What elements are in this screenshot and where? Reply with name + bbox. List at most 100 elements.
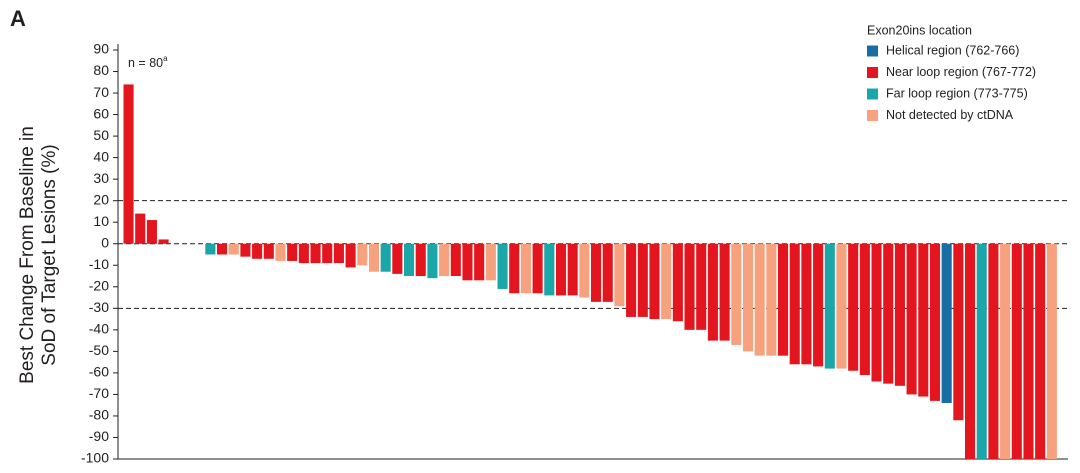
bar (848, 243, 859, 371)
bar (766, 243, 777, 356)
legend-swatch (867, 110, 878, 121)
bar (427, 243, 438, 279)
legend-label: Helical region (762-766) (886, 43, 1019, 57)
bar (123, 84, 134, 244)
y-tick-label: -40 (89, 321, 109, 337)
bar (532, 243, 543, 294)
y-axis-label: SoD of Target Lesions (%) (39, 144, 60, 365)
legend-swatch (867, 67, 878, 78)
y-tick-label: -70 (89, 385, 109, 401)
bar (322, 243, 333, 264)
bar (485, 243, 496, 281)
legend-title: Exon20ins location (867, 23, 972, 37)
bar (824, 243, 835, 369)
bar (158, 239, 169, 244)
bar (965, 243, 976, 459)
bar (883, 243, 894, 384)
bar (1035, 243, 1046, 459)
legend-swatch (867, 45, 878, 57)
bar (555, 243, 567, 296)
y-tick-label: 70 (93, 84, 109, 100)
bar (742, 243, 754, 352)
y-tick-label: -60 (89, 364, 109, 380)
y-tick-label: -90 (89, 428, 109, 444)
bar (789, 243, 800, 365)
bar (929, 243, 941, 401)
bar (637, 243, 648, 317)
y-tick-label: 80 (93, 62, 109, 78)
bar (859, 243, 870, 376)
bar (801, 243, 812, 365)
bar (894, 243, 905, 386)
legend-swatch (867, 88, 878, 100)
bar (614, 243, 625, 307)
bar (263, 243, 274, 259)
bar (497, 243, 508, 289)
bar (450, 243, 461, 277)
bar (871, 243, 882, 382)
bar (439, 243, 450, 277)
y-tick-label: 0 (101, 234, 109, 250)
bar (228, 243, 239, 255)
bar (1023, 243, 1034, 459)
annotation: n = 80a (128, 54, 168, 70)
bar (345, 243, 356, 268)
y-tick-label: 20 (93, 191, 109, 207)
bar (626, 243, 637, 317)
bar (298, 243, 309, 264)
y-tick-label: 40 (93, 148, 109, 164)
y-tick-label: -20 (89, 277, 109, 293)
bar (1000, 243, 1011, 459)
bar (906, 243, 917, 395)
bar (591, 243, 602, 302)
annotation-text: n = 80 (128, 56, 163, 70)
y-tick-label: 10 (93, 213, 109, 229)
bar (707, 243, 718, 341)
bar (287, 243, 298, 261)
bar (672, 243, 683, 322)
bar (976, 243, 987, 459)
bar (953, 243, 964, 421)
y-tick-label: 60 (93, 105, 109, 121)
bar (719, 243, 730, 341)
y-tick-label: 50 (93, 127, 109, 143)
bar (836, 243, 847, 369)
annotation-superscript: a (163, 54, 168, 63)
bar (275, 243, 286, 261)
bar (988, 243, 999, 459)
legend-label: Near loop region (767-772) (886, 65, 1036, 79)
bar (649, 243, 660, 320)
bar (813, 243, 824, 367)
y-tick-label: -30 (89, 299, 109, 315)
bar (602, 243, 613, 302)
bar (135, 213, 146, 244)
bar (380, 243, 391, 272)
y-tick-label: -100 (81, 450, 109, 466)
bar (240, 243, 251, 257)
bar (252, 243, 263, 259)
bar (731, 243, 742, 345)
bar (474, 243, 485, 281)
legend-label: Not detected by ctDNA (886, 108, 1014, 122)
bar (754, 243, 765, 356)
bar (567, 243, 578, 296)
bar (778, 243, 789, 356)
bar (1011, 243, 1022, 459)
legend-label: Far loop region (773-775) (886, 86, 1028, 100)
bar (1046, 243, 1057, 459)
y-tick-label: 90 (93, 41, 109, 57)
bar (544, 243, 555, 296)
y-tick-label: -10 (89, 256, 109, 272)
bar (333, 243, 344, 264)
panel-label: A (10, 6, 26, 31)
bar (696, 243, 707, 330)
y-tick-label: 30 (93, 170, 109, 186)
bar (661, 243, 672, 320)
bar (146, 220, 157, 244)
bar (462, 243, 473, 281)
bar (579, 243, 590, 298)
y-tick-label: -80 (89, 407, 109, 423)
bar (509, 243, 520, 294)
bar (918, 243, 929, 397)
